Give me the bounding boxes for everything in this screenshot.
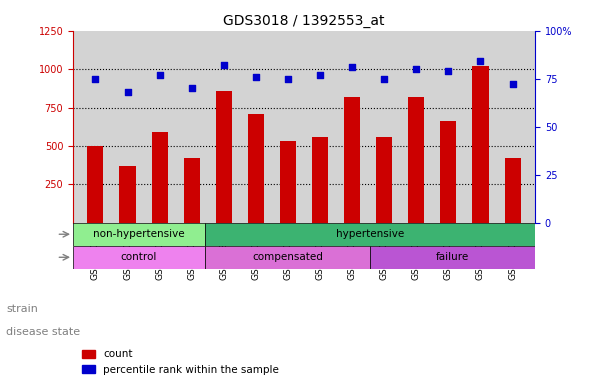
FancyBboxPatch shape (205, 246, 370, 269)
Bar (216, 91, 232, 223)
Point (154, 72, 164, 78)
Bar (440, 121, 457, 223)
Bar (409, 97, 424, 223)
Point (412, 66, 421, 72)
Bar (344, 97, 360, 223)
Bar (505, 158, 520, 223)
FancyBboxPatch shape (73, 246, 205, 269)
Point (283, 76, 293, 82)
Point (347, 64, 357, 70)
Point (219, 62, 229, 68)
Text: strain: strain (6, 304, 38, 314)
Text: compensated: compensated (252, 252, 323, 262)
Point (123, 89, 133, 95)
Bar (312, 137, 328, 223)
Legend: count, percentile rank within the sample: count, percentile rank within the sample (78, 345, 283, 379)
Bar (151, 132, 168, 223)
Title: GDS3018 / 1392553_at: GDS3018 / 1392553_at (223, 14, 385, 28)
Point (508, 81, 517, 88)
Point (251, 74, 261, 80)
Text: hypertensive: hypertensive (336, 229, 404, 239)
Point (187, 85, 196, 91)
Text: disease state: disease state (6, 327, 80, 337)
Point (475, 58, 485, 65)
Bar (184, 158, 199, 223)
Point (379, 76, 389, 82)
Point (91, 76, 100, 82)
Bar (280, 141, 296, 223)
FancyBboxPatch shape (205, 223, 535, 246)
Point (315, 72, 325, 78)
Point (443, 68, 453, 74)
Text: control: control (121, 252, 157, 262)
Bar (472, 66, 488, 223)
Bar (120, 166, 136, 223)
Text: non-hypertensive: non-hypertensive (93, 229, 185, 239)
Bar (248, 114, 264, 223)
FancyBboxPatch shape (370, 246, 535, 269)
Text: failure: failure (436, 252, 469, 262)
Bar (376, 137, 392, 223)
Bar (88, 146, 103, 223)
FancyBboxPatch shape (73, 223, 205, 246)
